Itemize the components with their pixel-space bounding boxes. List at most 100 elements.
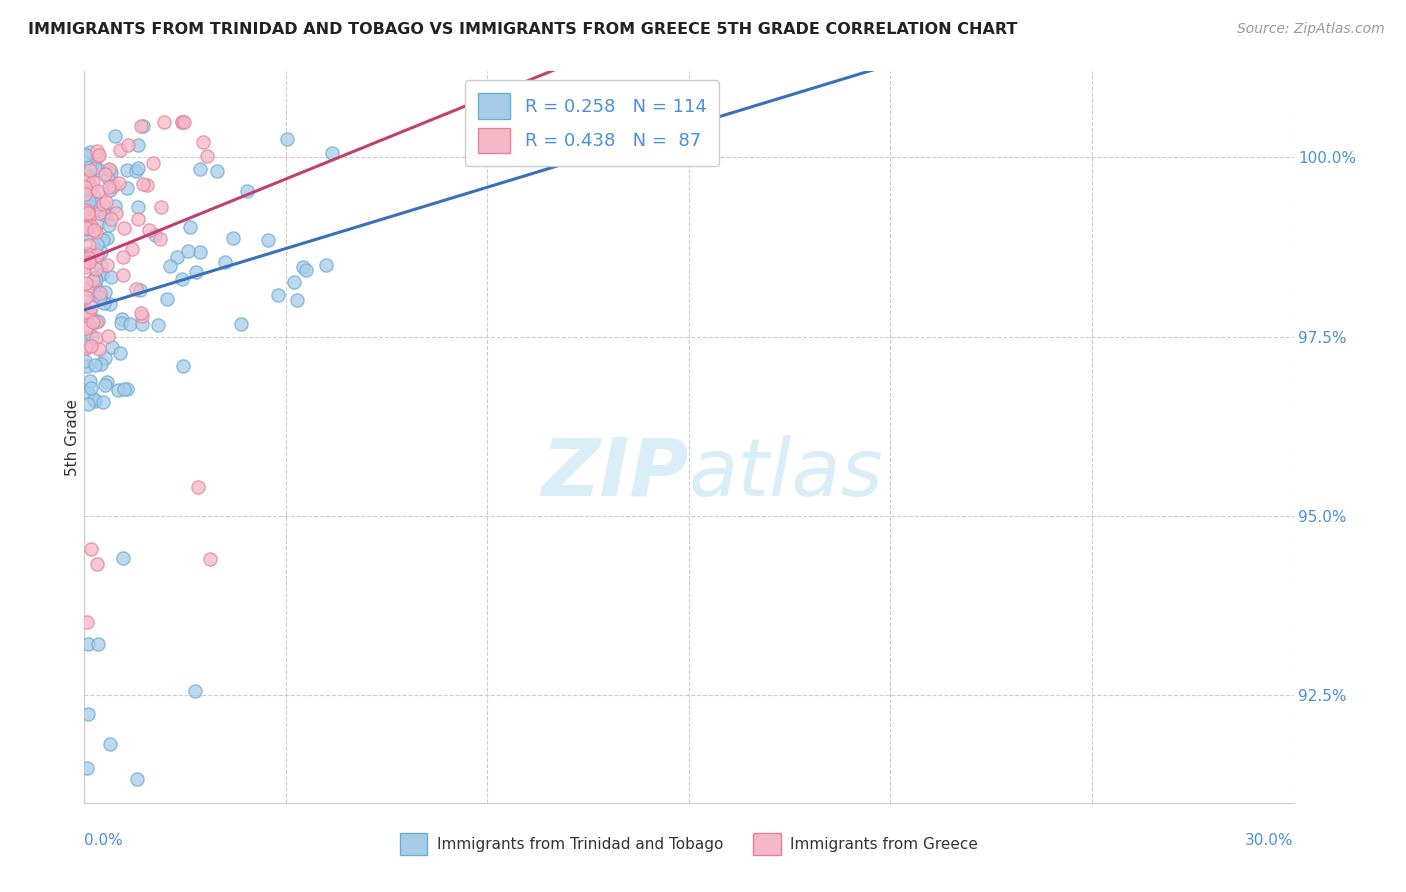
Point <box>87 216 110 230</box>
Point <box>80 381 103 395</box>
Point <box>90 245 112 260</box>
Point <box>96 375 118 389</box>
Point <box>97 162 120 177</box>
Point <box>283 276 305 290</box>
Point <box>96 258 118 272</box>
Point <box>91 395 114 409</box>
Point <box>79 247 101 261</box>
Point <box>80 219 103 233</box>
Point <box>86 144 108 158</box>
Point <box>222 231 245 245</box>
Point <box>77 194 100 209</box>
Point <box>76 173 98 187</box>
Point <box>76 173 98 187</box>
Point <box>75 180 97 194</box>
Point <box>121 242 143 256</box>
Point <box>75 220 97 235</box>
Point <box>115 382 138 396</box>
Point <box>117 138 139 153</box>
Point <box>100 166 122 180</box>
Point <box>229 318 252 332</box>
Point <box>90 259 112 273</box>
Point <box>125 772 148 786</box>
Point <box>108 345 131 359</box>
Point <box>87 149 110 163</box>
Point <box>83 223 105 237</box>
Point <box>90 267 112 281</box>
Point <box>104 199 127 213</box>
Point <box>112 221 135 235</box>
Point <box>84 161 107 175</box>
Point <box>177 244 200 258</box>
Text: ZIP: ZIP <box>541 434 689 513</box>
Point <box>82 273 104 287</box>
Point <box>84 226 107 240</box>
Point <box>153 114 176 128</box>
Point <box>173 114 195 128</box>
Point <box>101 179 124 194</box>
Point <box>77 397 100 411</box>
Point <box>187 480 209 494</box>
Point <box>79 305 101 319</box>
Point <box>156 292 179 306</box>
Point <box>188 244 211 259</box>
Point <box>90 202 112 217</box>
Point <box>96 195 118 210</box>
Point <box>75 331 97 345</box>
Point <box>94 204 117 219</box>
Point <box>75 289 97 303</box>
Point <box>75 147 97 161</box>
Point <box>79 163 101 178</box>
Point <box>127 161 149 175</box>
Point <box>107 383 129 397</box>
Point <box>89 290 111 304</box>
Point <box>276 132 298 146</box>
Point <box>172 359 194 373</box>
Legend: Immigrants from Trinidad and Tobago, Immigrants from Greece: Immigrants from Trinidad and Tobago, Imm… <box>394 827 984 861</box>
Point <box>186 265 208 279</box>
Point <box>76 190 98 204</box>
Point <box>84 196 107 211</box>
Point <box>75 257 97 271</box>
Point <box>82 204 104 219</box>
Point <box>94 167 117 181</box>
Point <box>77 305 100 319</box>
Point <box>91 196 114 211</box>
Point <box>87 184 110 198</box>
Point <box>105 206 128 220</box>
Point <box>84 262 107 277</box>
Point <box>83 394 105 409</box>
Point <box>291 260 314 274</box>
Point <box>131 119 153 133</box>
Point <box>97 329 120 343</box>
Point <box>76 169 98 184</box>
Point <box>321 145 343 160</box>
Point <box>76 282 98 296</box>
Point <box>195 149 218 163</box>
Point <box>80 339 103 353</box>
Point <box>143 228 166 243</box>
Point <box>86 331 108 345</box>
Point <box>117 162 139 177</box>
Point <box>118 317 141 331</box>
Point <box>79 374 101 388</box>
Point <box>75 354 97 368</box>
Point <box>76 706 98 721</box>
Point <box>93 296 115 310</box>
Point <box>97 179 120 194</box>
Point <box>76 359 98 373</box>
Point <box>75 213 97 227</box>
Point <box>76 222 98 236</box>
Point <box>214 255 236 269</box>
Point <box>75 260 97 274</box>
Point <box>97 171 120 186</box>
Point <box>149 200 172 214</box>
Point <box>77 318 100 332</box>
Y-axis label: 5th Grade: 5th Grade <box>65 399 80 475</box>
Point <box>98 296 121 310</box>
Point <box>80 158 103 172</box>
Point <box>87 267 110 281</box>
Point <box>83 392 105 407</box>
Point <box>256 233 278 247</box>
Point <box>83 189 105 203</box>
